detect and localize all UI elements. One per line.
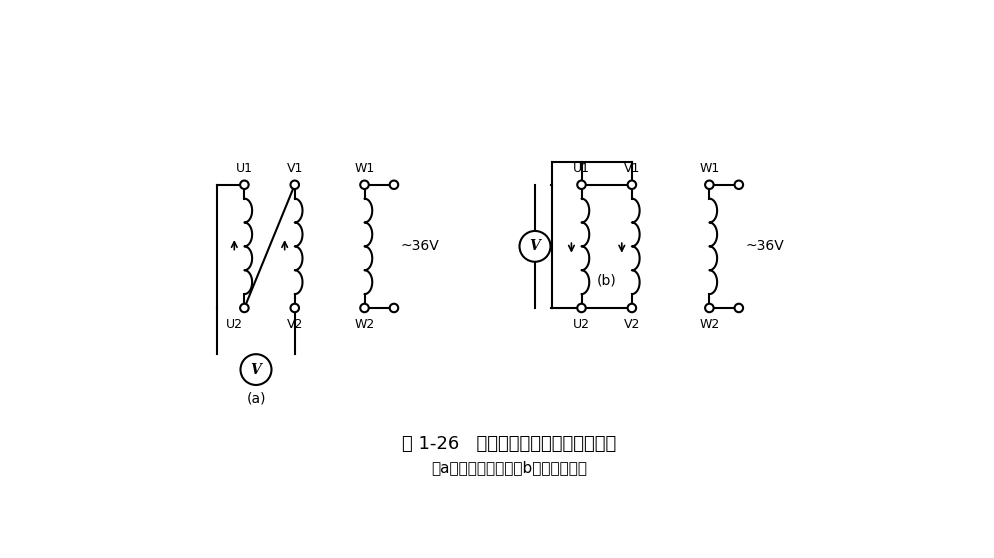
Circle shape xyxy=(735,304,744,312)
Text: V: V xyxy=(530,239,541,253)
Circle shape xyxy=(390,304,399,312)
Circle shape xyxy=(360,181,369,189)
Circle shape xyxy=(241,304,248,312)
Circle shape xyxy=(627,304,636,312)
Text: ~36V: ~36V xyxy=(746,239,784,253)
Circle shape xyxy=(578,181,585,189)
Text: W1: W1 xyxy=(355,162,375,175)
Circle shape xyxy=(520,231,551,262)
Text: U2: U2 xyxy=(573,318,590,331)
Text: V: V xyxy=(250,363,261,377)
Text: W1: W1 xyxy=(699,162,720,175)
Circle shape xyxy=(360,304,369,312)
Text: U1: U1 xyxy=(236,162,252,175)
Circle shape xyxy=(241,354,271,385)
Text: W2: W2 xyxy=(355,318,375,331)
Circle shape xyxy=(290,304,299,312)
Circle shape xyxy=(735,181,744,189)
Text: V2: V2 xyxy=(286,318,303,331)
Text: （a）电压表有值；（b）电压表无值: （a）电压表有值；（b）电压表无值 xyxy=(431,460,587,475)
Text: U1: U1 xyxy=(573,162,590,175)
Text: U2: U2 xyxy=(226,318,243,331)
Circle shape xyxy=(705,304,714,312)
Text: V1: V1 xyxy=(286,162,303,175)
Text: W2: W2 xyxy=(699,318,720,331)
Text: V1: V1 xyxy=(623,162,640,175)
Circle shape xyxy=(578,304,585,312)
Text: (a): (a) xyxy=(247,391,265,405)
Text: ~36V: ~36V xyxy=(401,239,439,253)
Circle shape xyxy=(390,181,399,189)
Circle shape xyxy=(705,181,714,189)
Circle shape xyxy=(241,181,248,189)
Circle shape xyxy=(290,181,299,189)
Circle shape xyxy=(627,181,636,189)
Text: (b): (b) xyxy=(596,273,616,287)
Text: V2: V2 xyxy=(623,318,640,331)
Text: 图 1-26   交流电压法判断首尾端接线图: 图 1-26 交流电压法判断首尾端接线图 xyxy=(403,435,616,453)
